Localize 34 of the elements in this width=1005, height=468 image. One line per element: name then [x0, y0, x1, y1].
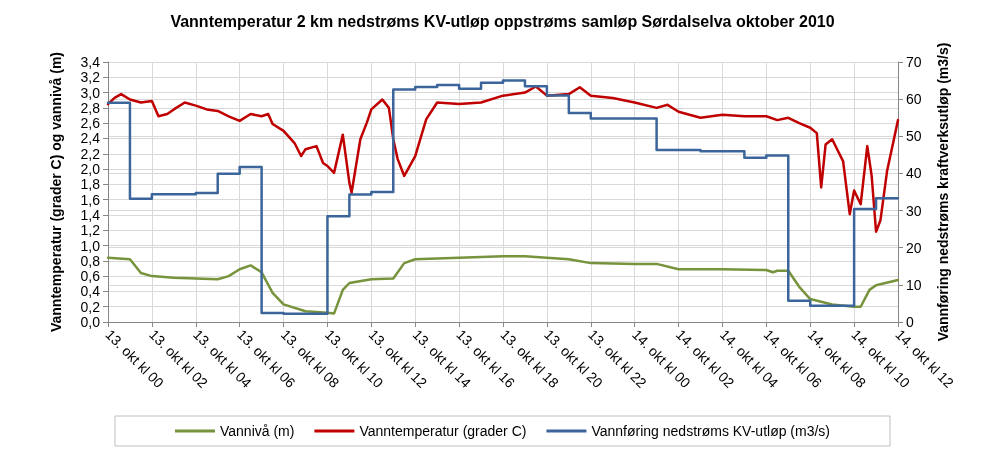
y2-tick-label: 60	[906, 91, 922, 108]
line-series	[106, 85, 900, 234]
y2-tick-label: 40	[906, 165, 922, 182]
chart-title: Vanntemperatur 2 km nedstrøms KV-utløp oppstrøms samløp Sørdalselva oktober 2010	[170, 12, 835, 30]
y-tick-label: 0,0	[80, 314, 101, 330]
y-tick-label: 0,4	[80, 283, 101, 300]
y-tick-label: 1,2	[80, 222, 101, 239]
y2-tick-label: 30	[906, 202, 922, 219]
y-tick-label: 3,2	[80, 69, 101, 86]
y-tick-label: 2,6	[80, 115, 101, 132]
y-tick-label: 0,8	[80, 252, 101, 269]
y-tick-label: 2,2	[80, 145, 101, 162]
y-tick-label: 1,6	[80, 191, 101, 208]
legend-label: Vannivå (m)	[219, 423, 295, 439]
y2-tick-label: 10	[906, 276, 922, 293]
y2-tick-label: 70	[906, 54, 922, 70]
y-tick-label: 0,2	[80, 298, 101, 315]
y-axis-title: Vanntemperatur (grader C) og vannivå (m)	[48, 51, 64, 333]
y-tick-label: 2,8	[80, 99, 101, 116]
y-tick-label: 1,0	[80, 237, 101, 254]
line-series	[106, 254, 900, 315]
y-tick-label: 3,4	[80, 54, 101, 70]
legend-label: Vanntemperatur (grader C)	[359, 423, 527, 439]
legend-label: Vannføring nedstrøms KV-utløp (m3/s)	[591, 423, 831, 439]
y-tick-label: 0,6	[80, 268, 101, 285]
y2-axis-title: Vannføring nedstrøms kraftverksutløp (m3/s)	[935, 42, 951, 342]
y-tick-label: 2,4	[80, 130, 101, 147]
y-tick-label: 2,0	[80, 161, 101, 178]
y-tick-label: 1,4	[80, 206, 101, 223]
y-tick-label: 1,8	[80, 176, 101, 193]
y2-tick-label: 0	[906, 314, 914, 330]
y2-tick-label: 50	[906, 128, 922, 145]
y2-tick-label: 20	[906, 239, 922, 256]
y-tick-label: 3,0	[80, 84, 101, 101]
